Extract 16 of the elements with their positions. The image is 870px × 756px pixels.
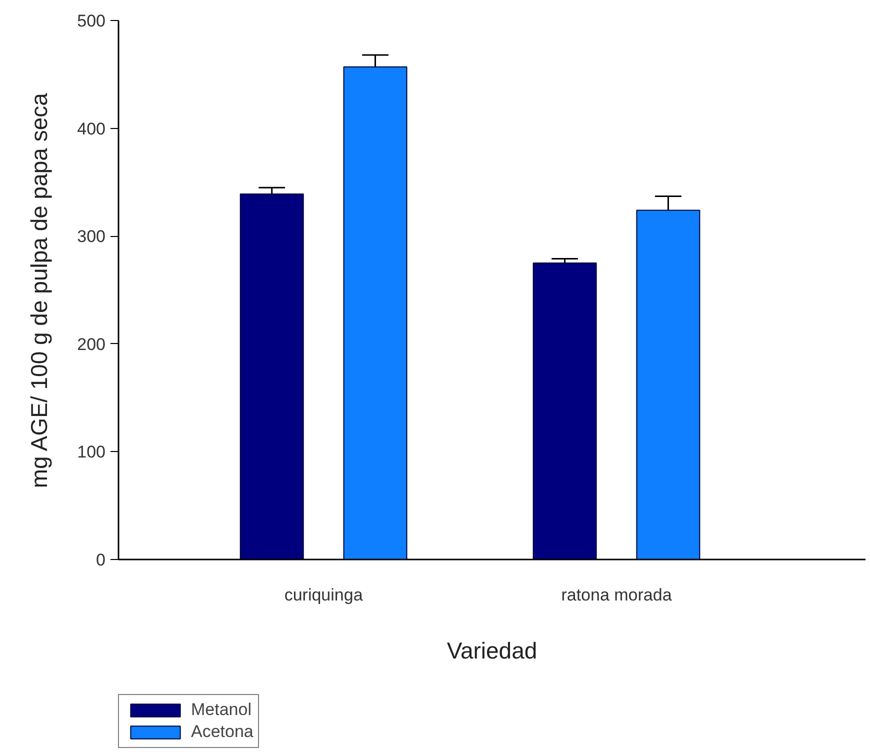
x-axis-title: Variedad	[446, 638, 538, 664]
bar	[532, 262, 597, 560]
y-tick-label: 0	[96, 550, 106, 570]
y-tick-label: 400	[77, 119, 106, 138]
y-tick-label: 100	[77, 442, 106, 462]
y-tick-label: 300	[77, 227, 106, 246]
bar	[343, 66, 408, 560]
x-tick-label: curiquinga	[284, 586, 364, 604]
y-tick-label: 200	[77, 334, 106, 354]
bar	[636, 210, 700, 560]
x-tick-label: ratona morada	[561, 586, 672, 604]
legend-label: Acetona	[191, 722, 254, 742]
y-axis-title: mg AGE/ 100 g de pulpa de papa seca	[26, 92, 52, 488]
bar	[240, 194, 304, 560]
y-tick-label: 500	[77, 12, 106, 30]
legend-label: Metanol	[191, 700, 252, 720]
